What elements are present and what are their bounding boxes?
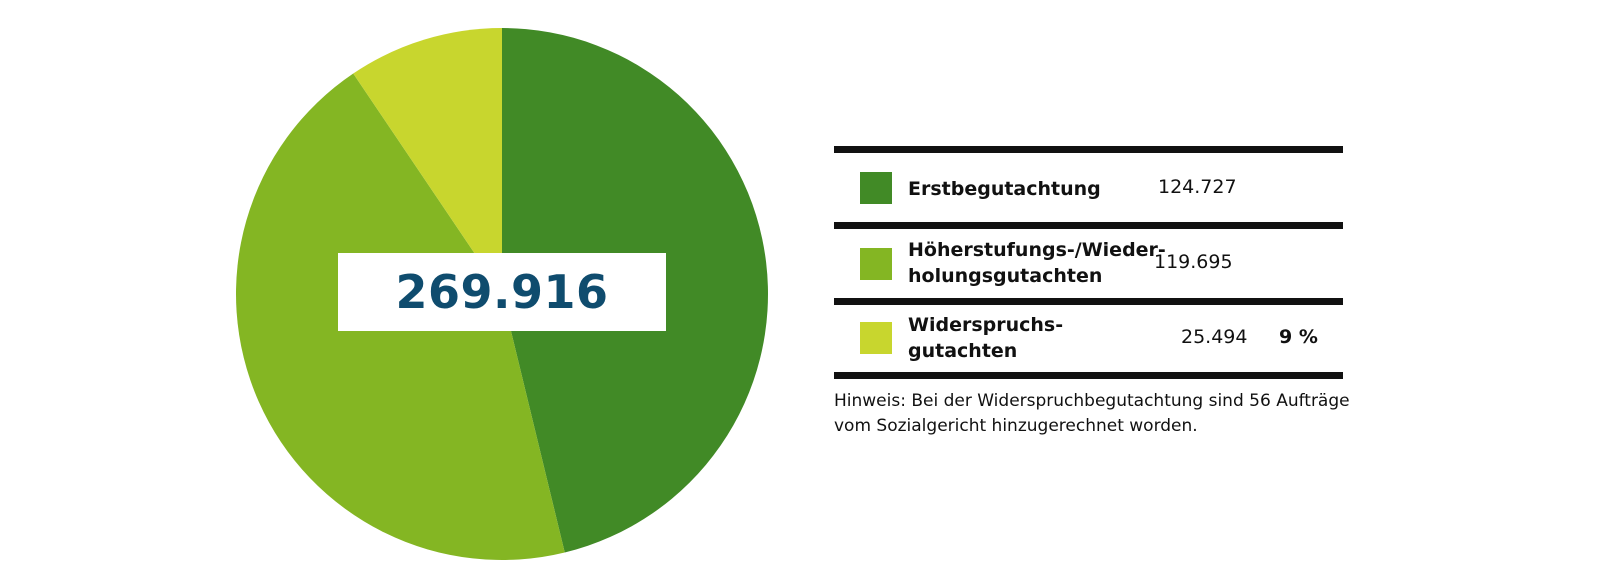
legend-row-erstbegutachtung: Erstbegutachtung 124.727 xyxy=(834,153,1343,223)
legend-value-hoeherstufung: 119.695 xyxy=(1154,251,1233,273)
legend-row-hoeherstufung: Höherstufungs-/Wieder- holungsgutachten … xyxy=(834,229,1343,299)
footnote-line-1: Hinweis: Bei der Widerspruchbegutachtung… xyxy=(834,391,1350,411)
legend-swatch-hoeherstufung xyxy=(860,248,892,280)
legend-percent-widerspruch: 9 % xyxy=(1279,326,1318,348)
legend-row-widerspruch: Widerspruchs- gutachten 25.494 9 % xyxy=(834,305,1343,375)
legend-label-hoeherstufung: Höherstufungs-/Wieder- holungsgutachten xyxy=(908,239,1166,287)
legend-rule-2 xyxy=(834,298,1343,305)
legend-top-rule xyxy=(834,146,1343,153)
legend-swatch-erstbegutachtung xyxy=(860,172,892,204)
legend-value-widerspruch: 25.494 xyxy=(1181,326,1248,348)
legend-value-erstbegutachtung: 124.727 xyxy=(1158,176,1237,198)
legend-rule-1 xyxy=(834,222,1343,229)
legend-label-erstbegutachtung: Erstbegutachtung xyxy=(908,178,1101,200)
pie-slice-widerspruch xyxy=(353,27,502,294)
footnote: Hinweis: Bei der Widerspruchbegutachtung… xyxy=(834,389,1394,439)
legend-label-widerspruch: Widerspruchs- gutachten xyxy=(908,314,1064,362)
legend-bottom-rule xyxy=(834,372,1343,379)
total-label: 269.916 xyxy=(338,253,666,331)
footnote-line-2: vom Sozialgericht hinzugerechnet worden. xyxy=(834,416,1198,436)
legend-swatch-widerspruch xyxy=(860,322,892,354)
